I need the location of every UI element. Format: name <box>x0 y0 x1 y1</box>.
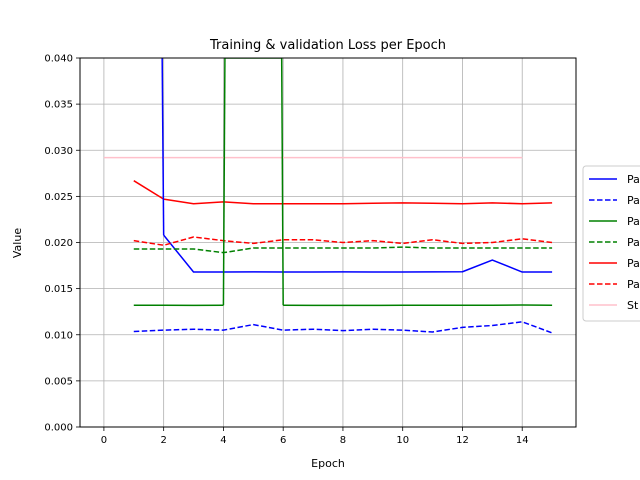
x-axis-ticks: 0 2 4 6 8 10 12 14 <box>101 427 529 446</box>
grid <box>80 57 576 428</box>
series-line-0 <box>163 234 553 273</box>
legend-label: Pa <box>627 236 640 249</box>
x-tick-label: 6 <box>280 435 286 446</box>
series-line-4 <box>133 180 553 205</box>
y-axis-label: Value <box>11 228 24 258</box>
x-tick-label: 10 <box>396 435 409 446</box>
legend-label: Pa <box>627 173 640 186</box>
series-line-5 <box>133 236 553 247</box>
series-spike-2 <box>280 58 284 306</box>
y-tick-label: 0.030 <box>44 146 73 157</box>
legend-label: Pa <box>627 278 640 291</box>
series-layer <box>103 58 553 334</box>
series-line-1 <box>133 321 553 334</box>
y-tick-label: 0.000 <box>44 423 73 434</box>
series-spike-2 <box>222 58 226 306</box>
x-tick-label: 8 <box>340 435 346 446</box>
y-axis-ticks: 0.000 0.005 0.010 0.015 0.020 0.025 0.030 0.035… <box>44 54 80 434</box>
y-tick-label: 0.010 <box>44 330 73 341</box>
y-tick-label: 0.005 <box>44 376 73 387</box>
series-line-3 <box>133 246 553 254</box>
x-axis-label: Epoch <box>311 457 345 470</box>
legend-label: Pa <box>627 215 640 228</box>
series-spike-0 <box>161 58 165 236</box>
y-tick-label: 0.025 <box>44 192 73 203</box>
legend: Pa Pa Pa Pa Pa Pa St <box>582 165 640 322</box>
legend-label: Pa <box>627 257 640 270</box>
x-tick-label: 2 <box>160 435 166 446</box>
y-tick-label: 0.015 <box>44 284 73 295</box>
legend-box <box>582 165 640 322</box>
legend-label: Pa <box>627 194 640 207</box>
x-tick-label: 12 <box>456 435 469 446</box>
chart-title: Training & validation Loss per Epoch <box>209 38 446 53</box>
x-tick-label: 14 <box>516 435 529 446</box>
x-tick-label: 0 <box>101 435 107 446</box>
legend-label: St <box>627 299 639 312</box>
y-tick-label: 0.020 <box>44 238 73 249</box>
y-tick-label: 0.040 <box>44 54 73 65</box>
x-tick-label: 4 <box>220 435 226 446</box>
y-tick-label: 0.035 <box>44 100 73 111</box>
